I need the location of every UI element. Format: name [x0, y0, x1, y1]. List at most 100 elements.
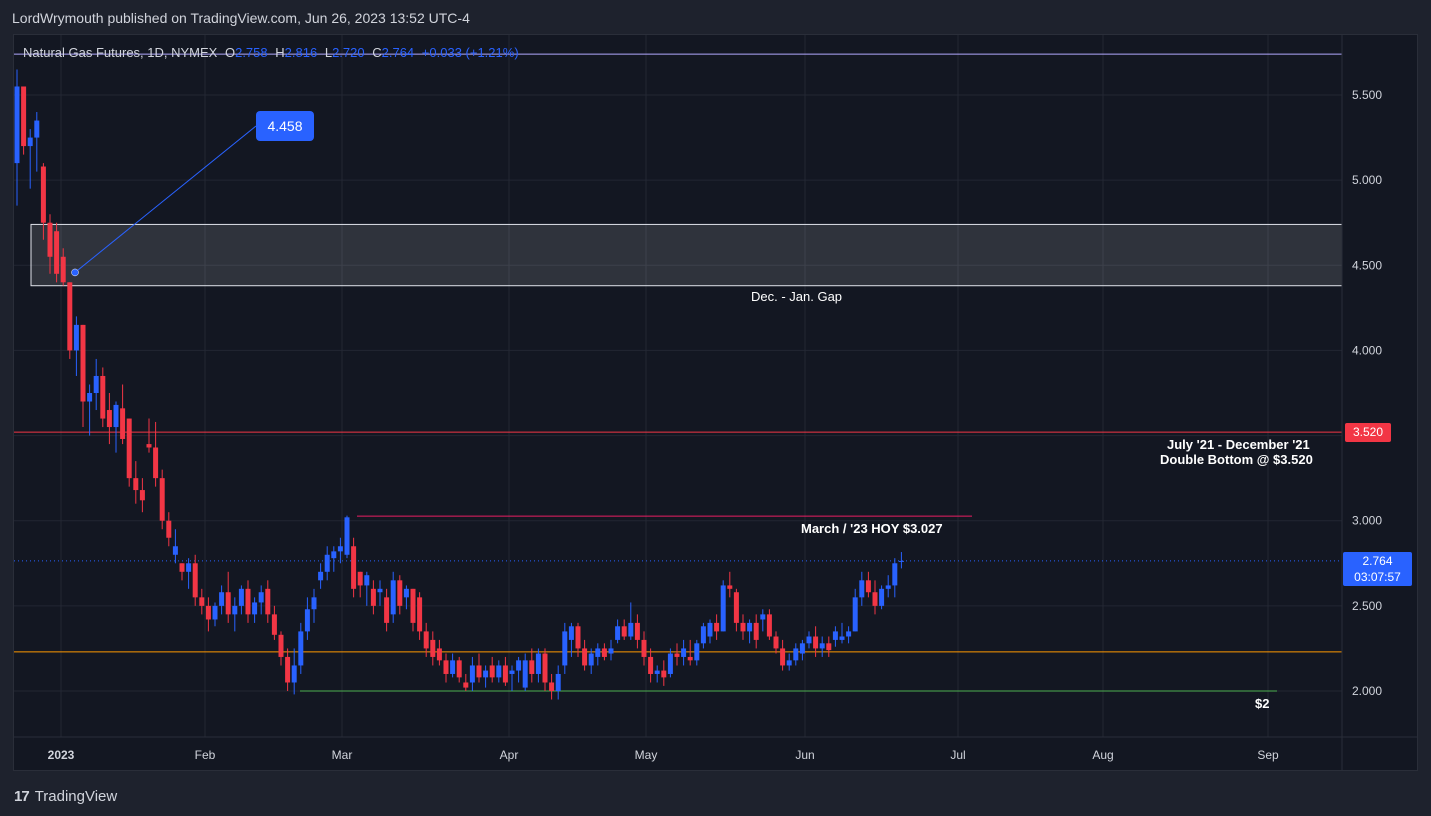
price-callout[interactable]: 4.458: [256, 111, 314, 141]
candle-body: [641, 639, 647, 657]
candle-body: [232, 605, 238, 615]
candle: [212, 602, 218, 627]
candle: [311, 588, 317, 623]
candle: [377, 580, 383, 606]
candle: [760, 609, 766, 632]
candle-body: [357, 571, 363, 586]
candle-body: [760, 614, 766, 620]
candle-body: [410, 588, 416, 623]
candle: [549, 673, 555, 700]
y-tick-label: 3.000: [1352, 514, 1382, 528]
candle: [892, 558, 898, 598]
candle: [648, 648, 654, 683]
candle-body: [542, 653, 548, 683]
legend-high-label: H: [275, 45, 285, 60]
candle: [205, 597, 211, 632]
candle-body: [265, 588, 271, 615]
candle: [509, 665, 515, 691]
candle-body: [126, 418, 132, 479]
candle-body: [199, 597, 205, 606]
candle: [225, 571, 231, 623]
candle: [146, 418, 152, 453]
candle-body: [634, 622, 640, 640]
candle: [780, 639, 786, 671]
candle: [681, 639, 687, 666]
candle: [773, 631, 779, 654]
candle: [430, 631, 436, 666]
candle: [502, 656, 508, 686]
candle: [846, 626, 852, 644]
candle: [661, 660, 667, 686]
candle: [813, 626, 819, 657]
x-tick-label: May: [635, 748, 658, 762]
candle-body: [720, 585, 726, 632]
brand-name: TradingView: [34, 788, 118, 805]
candle-body: [727, 585, 733, 589]
hoy-label: March / '23 HOY $3.027: [801, 521, 943, 536]
x-tick-label: Mar: [332, 748, 353, 762]
candle: [27, 129, 33, 189]
candle: [898, 552, 904, 569]
candle-body: [799, 643, 805, 654]
candle-body: [865, 580, 871, 593]
candle: [588, 648, 594, 674]
candle: [113, 401, 119, 453]
candle-body: [436, 648, 442, 661]
candle-body: [522, 660, 528, 688]
candle: [819, 636, 825, 657]
candle: [786, 653, 792, 671]
candle: [186, 558, 192, 589]
candle-body: [859, 580, 865, 598]
candle-body: [674, 653, 680, 657]
candle: [172, 529, 178, 564]
candle-body: [832, 631, 838, 640]
legend-low: 2.720: [332, 45, 365, 60]
candle-body: [476, 665, 482, 678]
candle: [443, 653, 449, 683]
candle: [852, 588, 858, 632]
candle: [562, 622, 568, 674]
candle: [601, 643, 607, 661]
candle-body: [819, 643, 825, 649]
candle-body: [370, 588, 376, 606]
candle: [793, 643, 799, 666]
candle-body: [595, 648, 601, 657]
candle-body: [700, 626, 706, 644]
x-tick-label: Apr: [500, 748, 519, 762]
chart-panel[interactable]: [13, 34, 1418, 771]
candle-body: [212, 605, 218, 620]
double-bottom-price-tag: 3.520: [1345, 423, 1391, 442]
x-tick-label: Sep: [1257, 748, 1279, 762]
two-dollar-label: $2: [1255, 696, 1270, 711]
candle-body: [417, 597, 423, 632]
candle: [232, 597, 238, 632]
candle: [133, 461, 139, 504]
candle: [766, 609, 772, 640]
candle: [54, 222, 60, 283]
candle: [865, 571, 871, 598]
candle: [318, 563, 324, 589]
candle: [522, 653, 528, 691]
candle-body: [892, 563, 898, 586]
candle-body: [87, 393, 93, 402]
candle-body: [21, 86, 27, 147]
footer-brand[interactable]: 17 TradingView: [14, 788, 117, 805]
candle: [694, 639, 700, 666]
publish-header: LordWrymouth published on TradingView.co…: [12, 10, 470, 26]
candle: [324, 546, 330, 581]
candle-body: [509, 670, 515, 674]
candle: [799, 639, 805, 661]
candle-body: [304, 609, 310, 632]
legend-open: 2.758: [235, 45, 268, 60]
candle: [337, 537, 343, 564]
candle-body: [390, 580, 396, 615]
candle: [93, 358, 99, 411]
candle-body: [661, 670, 667, 678]
candle-body: [27, 137, 33, 147]
candle: [370, 580, 376, 615]
candle-body: [648, 656, 654, 674]
candle: [885, 575, 891, 598]
candle: [357, 571, 363, 598]
candle-body: [133, 478, 139, 491]
